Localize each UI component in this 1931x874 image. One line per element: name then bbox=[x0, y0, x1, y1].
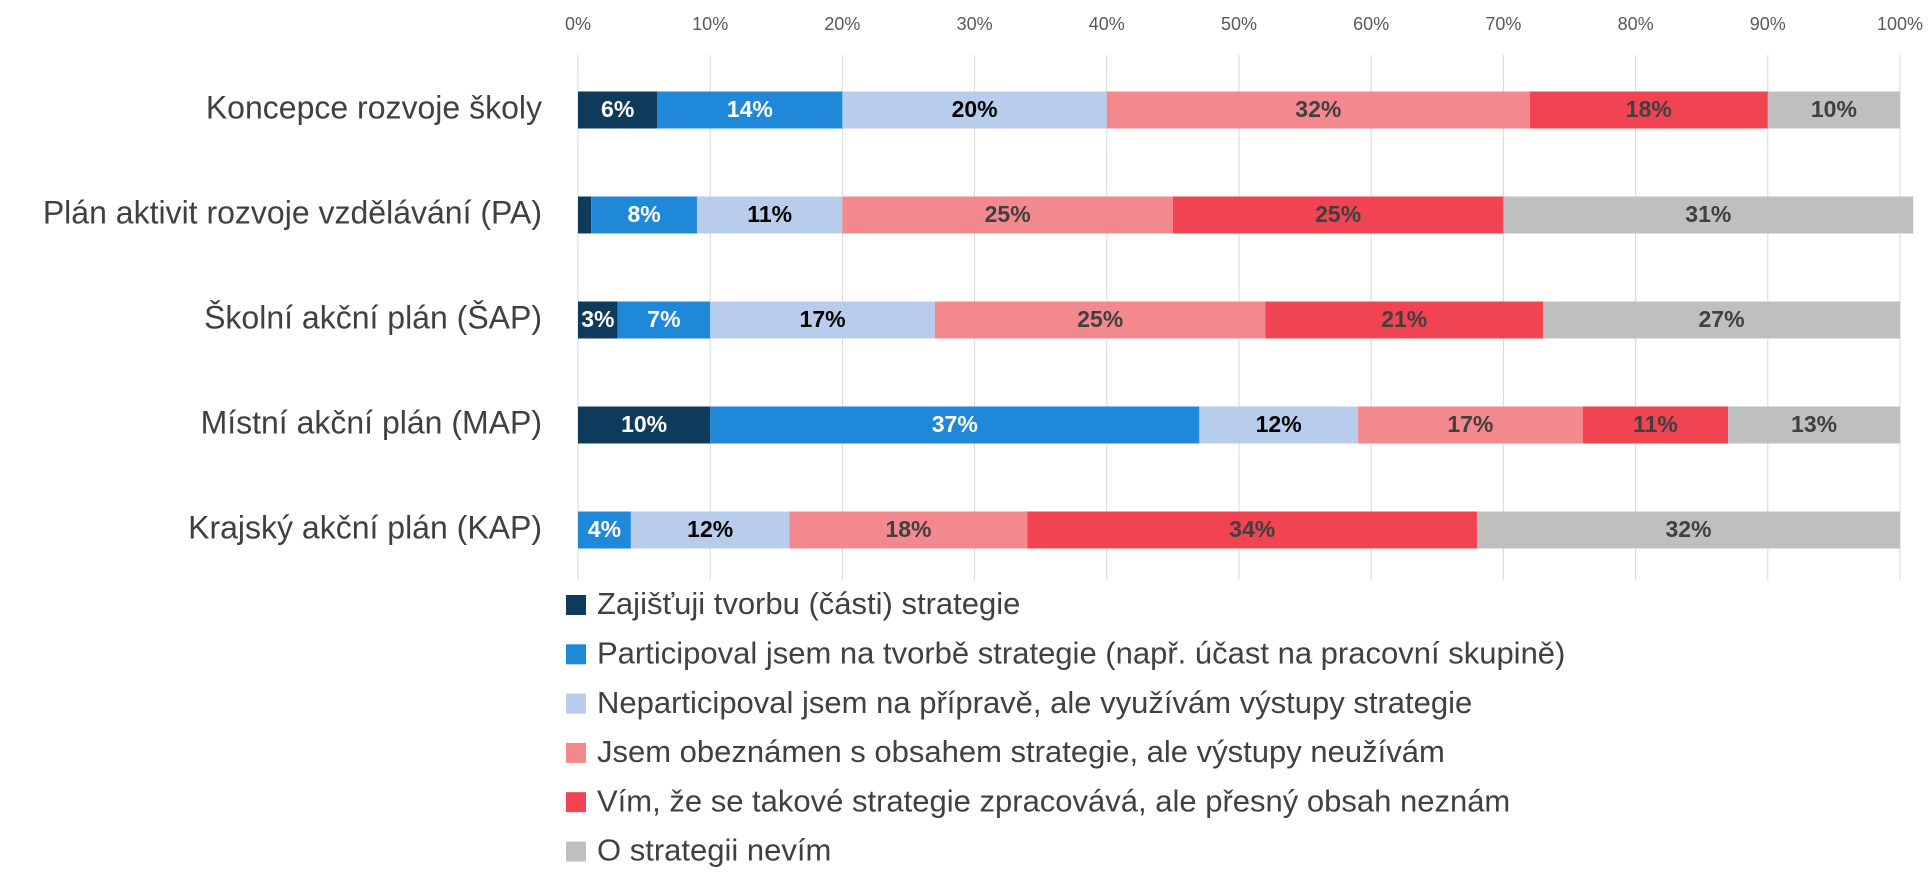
x-tick-label: 0% bbox=[565, 14, 591, 34]
x-tick-label: 20% bbox=[824, 14, 860, 34]
legend-label: Neparticipoval jsem na přípravě, ale vyu… bbox=[597, 685, 1472, 720]
x-tick-label: 30% bbox=[957, 14, 993, 34]
legend-swatch bbox=[566, 742, 586, 763]
legend-swatch bbox=[566, 693, 586, 714]
bar-segment bbox=[1767, 91, 1900, 129]
x-tick-label: 50% bbox=[1221, 14, 1257, 34]
data-label: 4% bbox=[588, 516, 621, 542]
data-label: 17% bbox=[800, 306, 846, 332]
bar-segment bbox=[1265, 301, 1544, 339]
bar-segment bbox=[1199, 406, 1358, 444]
data-label: 10% bbox=[1811, 96, 1857, 122]
data-label: 32% bbox=[1665, 516, 1711, 542]
legend-label: Vím, že se takové strategie zpracovává, … bbox=[597, 783, 1510, 818]
bar-segment bbox=[842, 91, 1107, 129]
data-label: 3% bbox=[581, 306, 614, 332]
bar-segment bbox=[1476, 511, 1900, 549]
category-label: Koncepce rozvoje školy bbox=[206, 89, 542, 125]
bar-segment bbox=[1172, 196, 1504, 234]
legend-swatch bbox=[566, 792, 586, 813]
bar-segment bbox=[710, 406, 1200, 444]
bar-segment bbox=[1503, 196, 1914, 234]
bar-segment bbox=[842, 196, 1173, 234]
x-tick-label: 90% bbox=[1750, 14, 1786, 34]
x-tick-label: 80% bbox=[1618, 14, 1654, 34]
bar-segment bbox=[578, 91, 658, 129]
bar-segment bbox=[1543, 301, 1900, 339]
bar-segment bbox=[1582, 406, 1729, 444]
bar-segment bbox=[934, 301, 1266, 339]
legend-swatch bbox=[566, 595, 586, 615]
data-label: 31% bbox=[1685, 201, 1731, 227]
data-label: 14% bbox=[727, 96, 773, 122]
data-label: 20% bbox=[952, 96, 998, 122]
category-label: Krajský akční plán (KAP) bbox=[188, 509, 542, 545]
data-label: 25% bbox=[1315, 201, 1361, 227]
data-label: 18% bbox=[885, 516, 931, 542]
data-label: 34% bbox=[1229, 516, 1275, 542]
legend-label: Zajišťuji tvorbu (části) strategie bbox=[597, 586, 1020, 621]
bar-segment bbox=[710, 301, 935, 339]
bar-segment bbox=[578, 196, 592, 234]
x-tick-label: 70% bbox=[1485, 14, 1521, 34]
bar-segment bbox=[657, 91, 843, 129]
data-label: 10% bbox=[621, 411, 667, 437]
bar-segment bbox=[578, 511, 631, 549]
bar-segment bbox=[578, 406, 711, 444]
bar-segment bbox=[696, 196, 843, 234]
data-label: 13% bbox=[1791, 411, 1837, 437]
data-label: 17% bbox=[1447, 411, 1493, 437]
x-tick-label: 10% bbox=[692, 14, 728, 34]
bar-segment bbox=[591, 196, 697, 234]
data-label: 27% bbox=[1699, 306, 1745, 332]
data-label: 12% bbox=[687, 516, 733, 542]
data-label: 6% bbox=[601, 96, 634, 122]
data-label: 7% bbox=[647, 306, 680, 332]
x-tick-label: 100% bbox=[1877, 14, 1923, 34]
data-label: 12% bbox=[1256, 411, 1302, 437]
legend-swatch bbox=[566, 841, 586, 862]
bar-segment bbox=[789, 511, 1028, 549]
category-label: Školní akční plán (ŠAP) bbox=[204, 299, 542, 335]
category-label: Místní akční plán (MAP) bbox=[201, 404, 542, 440]
category-label: Plán aktivit rozvoje vzdělávání (PA) bbox=[43, 194, 542, 230]
data-label: 11% bbox=[1633, 411, 1678, 437]
data-label: 25% bbox=[1077, 306, 1123, 332]
data-label: 11% bbox=[747, 201, 792, 227]
bar-segment bbox=[1529, 91, 1768, 129]
bar-segment bbox=[578, 301, 618, 339]
bar-segment bbox=[1027, 511, 1477, 549]
bar-segment bbox=[1106, 91, 1530, 129]
data-label: 21% bbox=[1381, 306, 1427, 332]
data-label: 8% bbox=[627, 201, 660, 227]
data-label: 18% bbox=[1626, 96, 1672, 122]
data-label: 37% bbox=[932, 411, 978, 437]
bar-segment bbox=[630, 511, 790, 549]
data-label: 25% bbox=[985, 201, 1031, 227]
legend-label: O strategii nevím bbox=[597, 833, 831, 868]
data-label: 32% bbox=[1295, 96, 1341, 122]
legend-swatch bbox=[566, 644, 586, 665]
bar-segment bbox=[1728, 406, 1900, 444]
legend-label: Jsem obeznámen s obsahem strategie, ale … bbox=[597, 734, 1445, 769]
x-tick-label: 60% bbox=[1353, 14, 1389, 34]
bar-segment bbox=[1357, 406, 1583, 444]
x-tick-label: 40% bbox=[1089, 14, 1125, 34]
legend-label: Participoval jsem na tvorbě strategie (n… bbox=[597, 635, 1565, 670]
bar-segment bbox=[617, 301, 711, 339]
